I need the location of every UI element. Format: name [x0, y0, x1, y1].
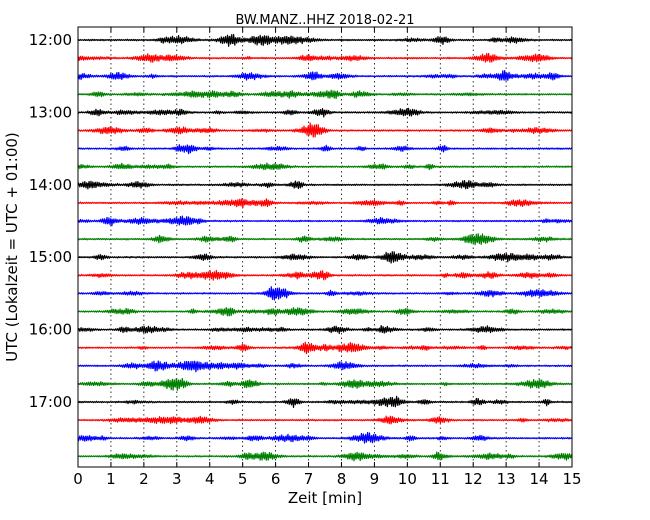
- seismogram-trace: [77, 286, 573, 301]
- seismogram-trace: [77, 233, 573, 246]
- x-tick-label: 8: [337, 470, 347, 488]
- x-tick-label: 5: [238, 470, 248, 488]
- traces: [77, 34, 573, 462]
- x-axis-ticks: 0 1 2 3 4 5 6 7 8 9 10 11 12 13 14 15: [73, 27, 582, 488]
- y-tick-label: 15:00: [29, 248, 72, 266]
- x-tick-label: 10: [398, 470, 417, 488]
- grid: [110, 27, 540, 467]
- seismogram-trace: [77, 377, 573, 391]
- y-tick-label: 14:00: [29, 176, 72, 194]
- seismogram-trace: [77, 431, 573, 444]
- seismogram-trace: [77, 107, 573, 118]
- seismogram-trace: [77, 415, 573, 425]
- y-axis-ticks: 12:00 13:00 14:00 15:00 16:00 17:00: [29, 31, 572, 411]
- y-tick-label: 16:00: [29, 321, 72, 339]
- seismogram-trace: [77, 251, 573, 264]
- seismogram-trace: [77, 179, 573, 190]
- seismogram-trace: [77, 198, 573, 209]
- x-axis-label: Zeit [min]: [288, 489, 362, 507]
- y-tick-label: 12:00: [29, 31, 72, 49]
- x-tick-label: 3: [172, 470, 182, 488]
- seismogram-trace: [77, 215, 573, 227]
- plot-frame: [77, 26, 573, 468]
- y-tick-label: 13:00: [29, 103, 72, 121]
- seismogram-trace: [77, 269, 573, 281]
- seismogram-trace: [77, 70, 573, 81]
- seismogram-trace: [77, 395, 573, 408]
- seismogram-trace: [77, 89, 573, 100]
- seismogram-trace: [77, 144, 573, 155]
- x-tick-label: 7: [304, 470, 314, 488]
- seismogram-trace: [77, 34, 573, 47]
- chart-title: BW.MANZ..HHZ 2018-02-21: [235, 13, 414, 28]
- x-tick-label: 12: [464, 470, 483, 488]
- x-tick-label: 11: [431, 470, 450, 488]
- seismogram-trace: [77, 122, 573, 138]
- seismogram-trace: [77, 325, 573, 335]
- x-tick-label: 9: [370, 470, 380, 488]
- y-tick-label: 17:00: [29, 393, 72, 411]
- x-tick-label: 15: [562, 470, 581, 488]
- x-tick-label: 0: [73, 470, 83, 488]
- x-tick-label: 13: [497, 470, 516, 488]
- y-axis-label: UTC (Lokalzeit = UTC + 01:00): [3, 132, 21, 362]
- seismogram-trace: [77, 52, 573, 63]
- x-tick-label: 6: [271, 470, 281, 488]
- seismogram-trace: [77, 162, 573, 171]
- seismogram-trace: [77, 360, 573, 373]
- x-tick-label: 2: [139, 470, 149, 488]
- seismogram-trace: [77, 451, 573, 462]
- x-tick-label: 1: [106, 470, 116, 488]
- x-tick-label: 14: [530, 470, 549, 488]
- seismogram-trace: [77, 341, 573, 355]
- x-tick-label: 4: [205, 470, 215, 488]
- seismogram-trace: [77, 307, 573, 317]
